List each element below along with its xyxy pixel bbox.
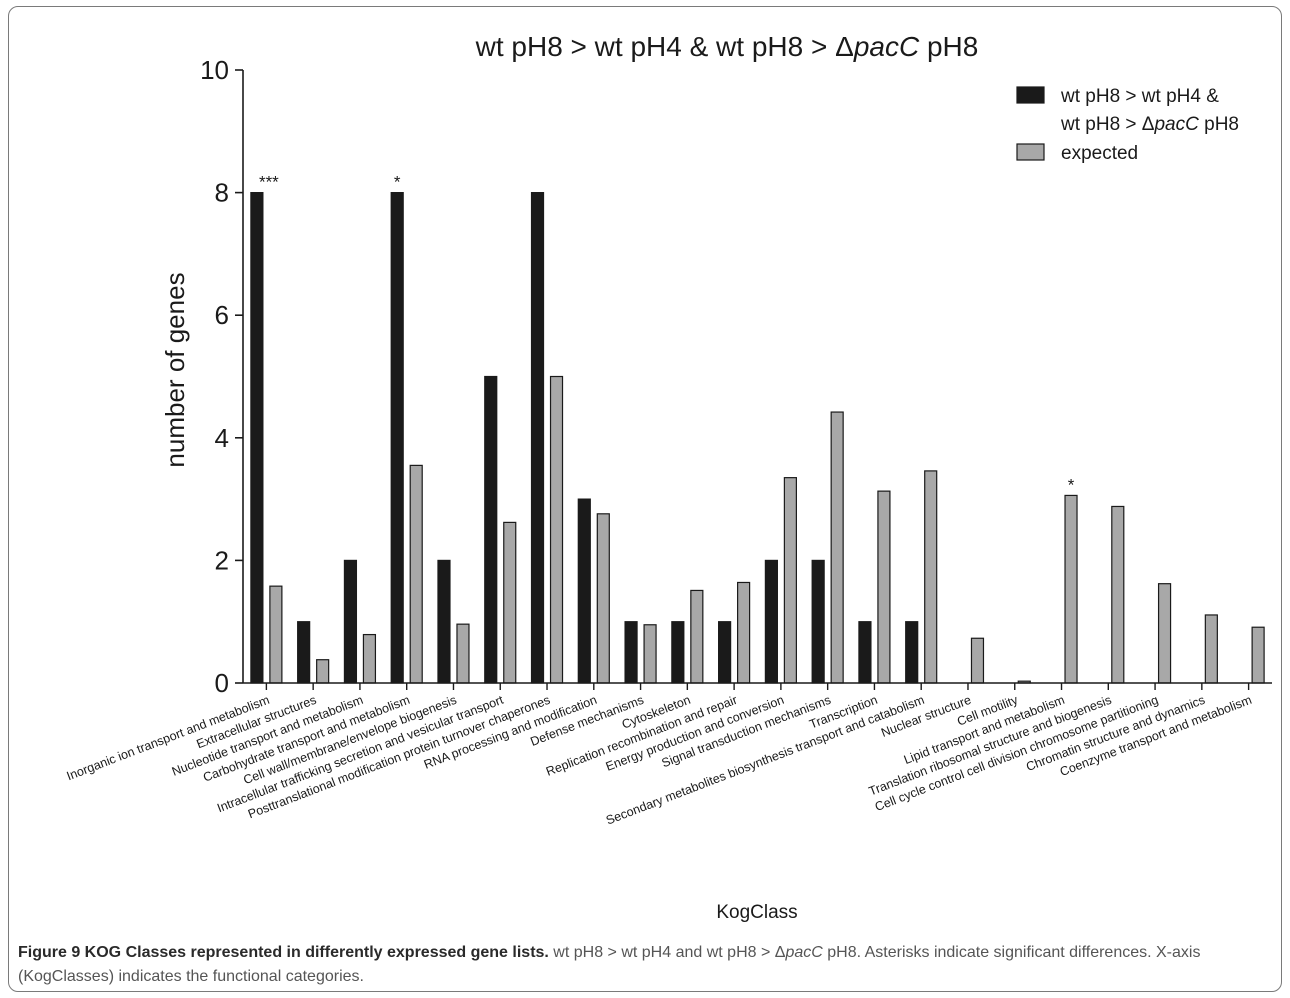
bar-expected — [690, 589, 704, 684]
bars — [250, 192, 1265, 684]
bar-expected — [737, 581, 751, 684]
bar-expected — [1064, 494, 1078, 684]
bar-expected — [643, 624, 657, 684]
legend-swatch-expected — [1016, 143, 1045, 161]
bar-observed — [484, 375, 498, 684]
bar-expected — [1204, 614, 1218, 684]
bar-expected — [924, 470, 938, 684]
legend-label-observed-line1: wt pH8 > wt pH4 & — [1060, 86, 1219, 107]
legend-swatch-observed — [1016, 86, 1045, 104]
bar-observed — [577, 498, 591, 684]
bar-expected — [362, 633, 377, 684]
significance-annotations: *** ** — [259, 173, 1075, 495]
bar-expected — [1157, 583, 1172, 684]
bar-expected — [269, 585, 283, 684]
caption-lead: Figure 9 KOG Classes represented in diff… — [18, 944, 549, 961]
bar-expected — [549, 375, 564, 684]
bar-chart: wt pH8 > wt pH4 & wt pH8 > ΔpacC pH8 0 2 4… — [65, 31, 1272, 923]
bar-observed — [297, 621, 311, 684]
x-tick-labels: Inorganic ion transport and metabolismEx… — [65, 692, 1254, 827]
bar-expected — [503, 521, 517, 684]
significance-marker: * — [394, 173, 401, 192]
y-axis-label: number of genes — [160, 272, 190, 467]
bar-observed — [764, 559, 778, 684]
bar-expected — [830, 411, 844, 684]
bar-expected — [316, 659, 330, 684]
bar-observed — [811, 559, 825, 684]
bar-observed — [437, 559, 451, 684]
bar-expected — [783, 477, 797, 684]
caption-body-post: pH8. Asterisks indicate significant diff… — [18, 944, 1201, 985]
caption-body-pre: wt pH8 > wt pH4 and wt pH8 > Δ — [548, 944, 786, 961]
bar-expected — [456, 623, 470, 684]
x-axis-label: KogClass — [716, 902, 797, 923]
bar-observed — [671, 621, 685, 684]
legend-label-expected: expected — [1061, 143, 1138, 164]
bar-observed — [343, 559, 358, 684]
y-tick-label: 0 — [215, 668, 229, 698]
y-tick-label: 4 — [215, 423, 229, 453]
bar-observed — [858, 621, 872, 684]
bar-observed — [530, 192, 545, 684]
y-tick-label: 8 — [215, 178, 229, 208]
bar-observed — [905, 621, 919, 684]
bar-expected — [596, 513, 610, 684]
legend: wt pH8 > wt pH4 & wt pH8 > ΔpacC pH8 expec… — [1016, 86, 1239, 164]
bar-observed — [718, 621, 732, 684]
figure-frame — [8, 6, 1282, 992]
y-tick-label: 2 — [215, 545, 229, 575]
significance-marker: * — [1068, 475, 1075, 494]
significance-marker: *** — [259, 173, 279, 192]
legend-label-observed-line2: wt pH8 > ΔpacC pH8 — [1060, 114, 1239, 135]
bar-expected — [970, 637, 985, 684]
bar-expected — [1111, 505, 1125, 684]
y-axis: 0 2 4 6 8 10 — [200, 55, 244, 698]
figure-caption: Figure 9 KOG Classes represented in diff… — [18, 941, 1273, 989]
bar-expected — [1251, 626, 1265, 684]
caption-body-italic: pacC — [785, 944, 823, 961]
bar-expected — [409, 464, 423, 684]
x-axis — [243, 682, 1272, 690]
bar-observed — [390, 192, 404, 684]
y-tick-label: 6 — [215, 300, 229, 330]
bar-expected — [877, 490, 891, 684]
y-tick-label: 10 — [200, 55, 229, 85]
bar-observed — [624, 621, 638, 684]
chart-title: wt pH8 > wt pH4 & wt pH8 > ΔpacC pH8 — [475, 31, 979, 62]
bar-observed — [250, 192, 264, 684]
